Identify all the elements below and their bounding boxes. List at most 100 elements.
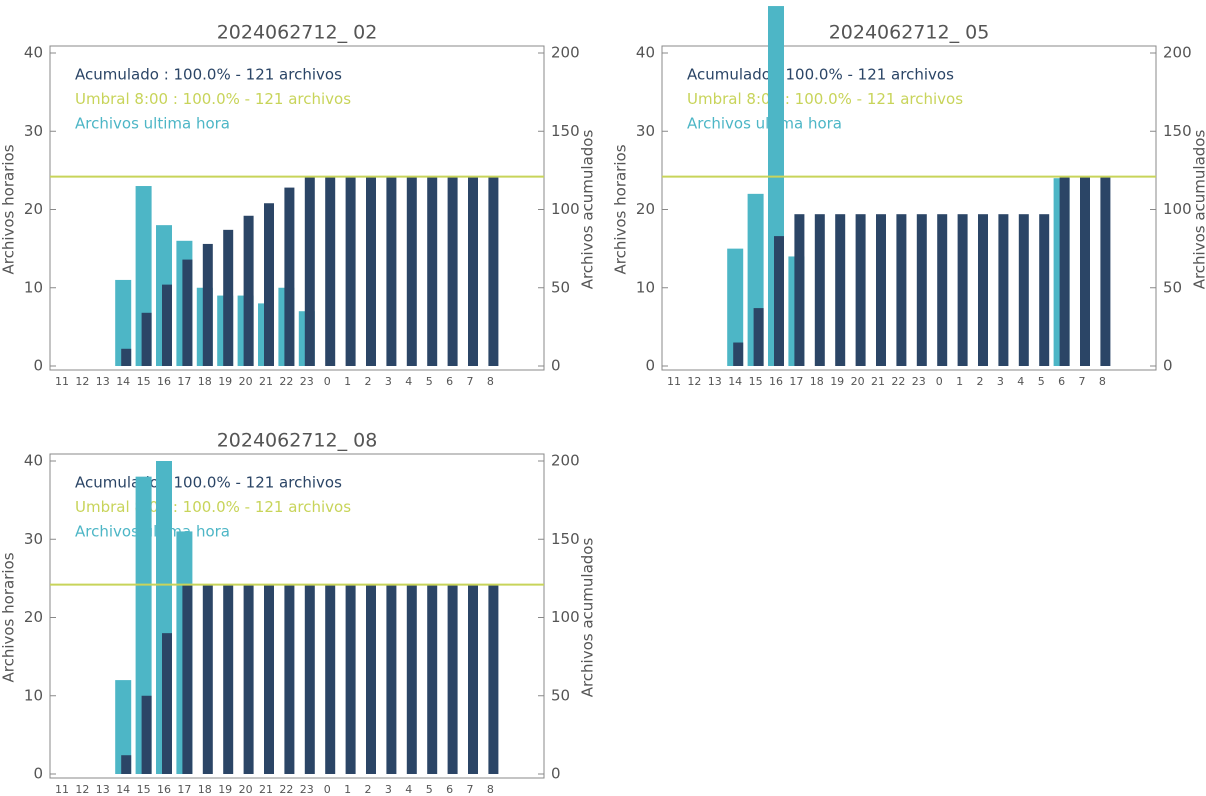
plot-frame [49,45,545,371]
chart-title: 2024062712_ 05 [829,22,990,44]
y-tick-label: 30 [24,530,43,548]
x-tick-label: 21 [259,783,273,796]
x-tick-label: 6 [446,375,453,388]
x-tick-label: 13 [96,375,110,388]
legend-entry: Acumulado : 100.0% - 121 archivos [687,66,954,84]
y-tick-label: 40 [24,452,43,470]
x-tick-label: 12 [687,375,701,388]
x-tick-label: 16 [769,375,783,388]
x-tick-label: 5 [1038,375,1045,388]
x-tick-label: 23 [300,375,314,388]
x-tick-label: 14 [728,375,742,388]
x-tick-label: 22 [279,375,293,388]
x-tick-label: 11 [55,375,69,388]
x-tick-label: 12 [75,375,89,388]
cumulative-bar [733,342,744,366]
cumulative-bar [1059,176,1070,366]
x-tick-label: 4 [1017,375,1024,388]
plot-frame [49,453,545,779]
x-tick-label: 21 [871,375,885,388]
x-tick-label: 15 [137,783,151,796]
x-tick-label: 23 [300,783,314,796]
cumulative-bar [1100,176,1111,366]
x-tick-label: 2 [365,783,372,796]
x-tick-label: 4 [405,375,412,388]
cumulative-bar [264,203,274,366]
y-tick-label: 20 [24,608,43,626]
y2-tick-label: 0 [551,765,561,783]
y2-axis-label: Archivos acumulados [579,130,597,290]
x-tick-label: 5 [426,375,433,388]
x-tick-label: 7 [467,375,474,388]
x-tick-label: 0 [324,783,331,796]
cumulative-bar [284,584,295,774]
x-tick-label: 14 [116,783,130,796]
cumulative-bar [182,259,193,366]
x-tick-label: 2 [365,375,372,388]
y-tick-label: 20 [24,200,43,218]
cumulative-bar [774,236,784,366]
x-tick-label: 20 [851,375,865,388]
y-tick-label: 10 [24,686,43,704]
x-tick-label: 12 [75,783,89,796]
x-tick-label: 2 [977,375,984,388]
cumulative-bar [876,214,886,366]
cumulative-bar [447,176,458,366]
cumulative-bar [162,284,172,366]
cumulative-bar [325,584,336,774]
y2-tick-label: 50 [551,278,570,296]
cumulative-bar [243,215,254,366]
cumulative-bar [223,584,234,774]
cumulative-bar [223,229,234,366]
x-tick-label: 21 [259,375,273,388]
x-tick-label: 22 [891,375,905,388]
cumulative-bar [753,308,764,366]
cumulative-bar [896,214,907,366]
y-axis-label: Archivos horarios [0,552,18,682]
y2-tick-label: 0 [1163,357,1173,375]
x-tick-label: 8 [487,783,494,796]
cumulative-bar [998,214,1009,366]
y2-tick-label: 150 [1163,122,1192,140]
chart-title: 2024062712_ 08 [217,430,378,452]
cumulative-bar [427,584,438,774]
legend-entry: Umbral 8:00 : 100.0% - 121 archivos [75,90,351,108]
cumulative-bar [284,187,295,366]
cumulative-bar [182,584,193,774]
x-tick-label: 5 [426,783,433,796]
legend-entry: Archivos ultima hora [687,115,842,133]
x-tick-label: 18 [198,375,212,388]
y-tick-label: 0 [33,765,43,783]
x-tick-label: 6 [446,783,453,796]
y-tick-label: 0 [645,357,655,375]
y-tick-label: 30 [24,122,43,140]
x-tick-label: 18 [198,783,212,796]
x-tick-label: 3 [997,375,1004,388]
x-tick-label: 16 [157,375,171,388]
x-tick-label: 18 [810,375,824,388]
x-tick-label: 14 [116,375,130,388]
legend-entry: Umbral 8:00 : 100.0% - 121 archivos [75,498,351,516]
x-tick-label: 1 [344,375,351,388]
y2-tick-label: 0 [551,357,561,375]
x-tick-label: 19 [218,375,232,388]
x-tick-label: 4 [405,783,412,796]
cumulative-bar [366,176,376,366]
x-tick-label: 23 [912,375,926,388]
y2-tick-label: 150 [551,122,580,140]
cumulative-bar [794,214,805,366]
cumulative-bar [366,584,376,774]
x-tick-label: 15 [749,375,763,388]
cumulative-bar [835,214,846,366]
legend-entry: Archivos ultima hora [75,523,230,541]
cumulative-bar [202,584,213,774]
legend-entry: Umbral 8:00 : 100.0% - 121 archivos [687,90,963,108]
x-tick-label: 8 [487,375,494,388]
y2-tick-label: 100 [1163,200,1192,218]
x-tick-label: 17 [789,375,803,388]
cumulative-bar [202,243,213,366]
x-tick-label: 6 [1058,375,1065,388]
x-tick-label: 0 [936,375,943,388]
chart-title: 2024062712_ 02 [217,22,378,44]
x-tick-label: 19 [218,783,232,796]
